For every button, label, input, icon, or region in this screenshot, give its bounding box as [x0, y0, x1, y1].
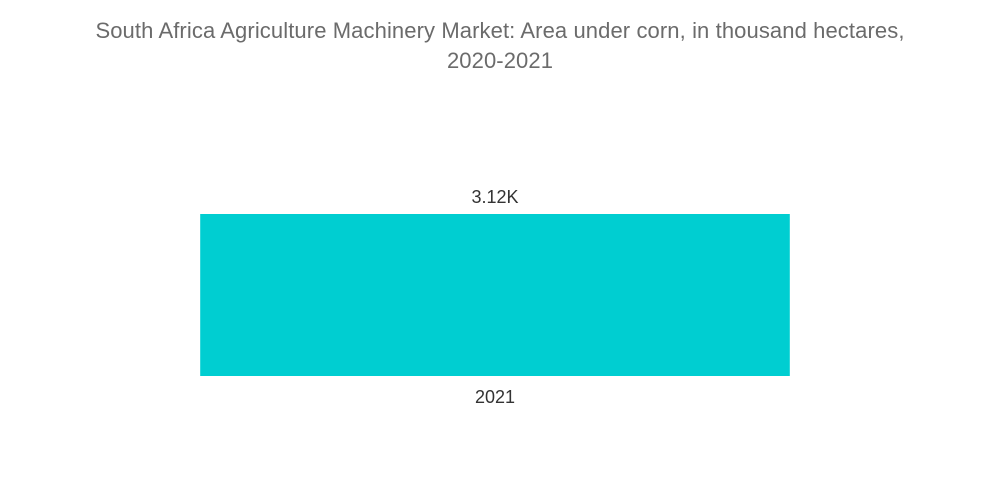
bar-2021 — [200, 214, 790, 376]
chart-title: South Africa Agriculture Machinery Marke… — [40, 16, 960, 76]
data-labels-group: 3.12K — [471, 187, 518, 207]
data-label-2021: 3.12K — [471, 187, 518, 207]
chart-title-line-1: South Africa Agriculture Machinery Marke… — [95, 18, 905, 43]
x-tick-label-2021: 2021 — [475, 387, 515, 407]
chart-title-line-2: 2020-2021 — [446, 48, 554, 73]
x-tick-labels-group: 2021 — [475, 387, 515, 407]
bars-group — [200, 214, 790, 376]
